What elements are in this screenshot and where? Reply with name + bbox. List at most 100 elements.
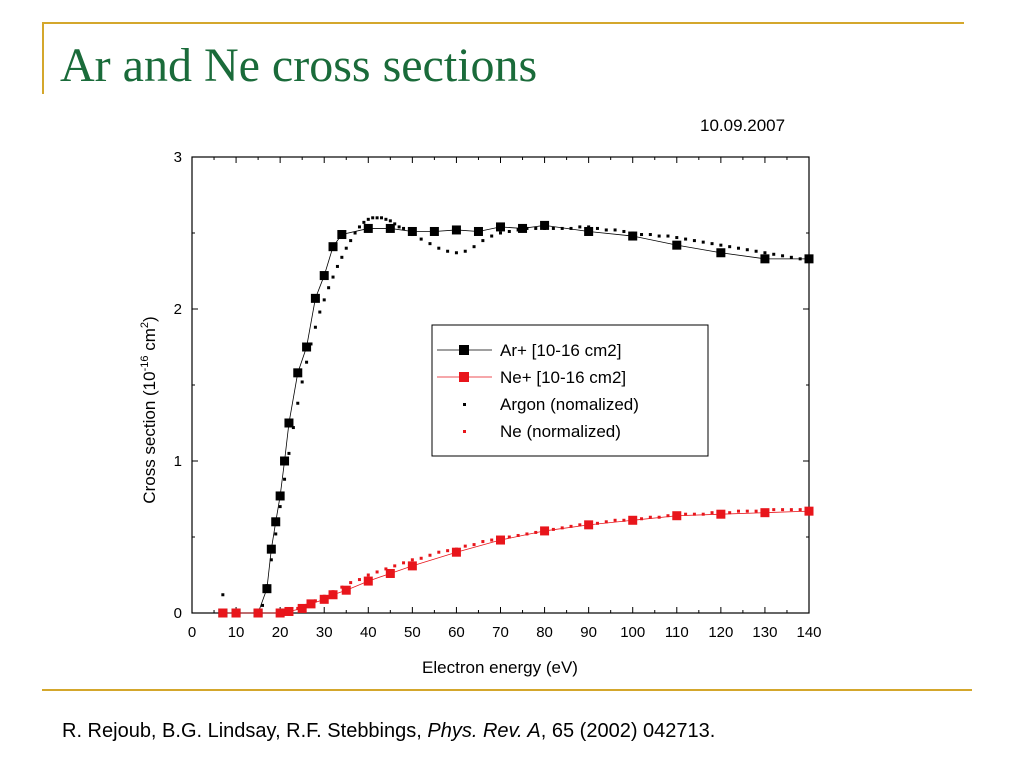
data-point-square <box>804 506 814 516</box>
x-tick-label: 50 <box>404 624 421 641</box>
data-point-square <box>451 225 461 235</box>
data-point-dot <box>754 509 758 513</box>
data-point-square <box>319 271 329 281</box>
data-point-dot <box>587 225 591 229</box>
legend-item-argon-normalized: Argon (nomalized) <box>463 395 639 414</box>
data-point-dot <box>507 229 511 233</box>
data-point-square <box>804 254 814 264</box>
data-point-dot <box>772 252 776 256</box>
data-point-dot <box>446 549 450 553</box>
legend-ne-plus-marker <box>459 372 469 382</box>
y-axis-label-exponent: -16 <box>139 356 151 372</box>
legend-ne-marker <box>463 430 466 433</box>
data-point-dot <box>375 216 379 220</box>
x-axis-label: Electron energy (eV) <box>422 658 578 677</box>
data-point-square <box>280 456 290 466</box>
data-point-square <box>306 599 316 609</box>
data-point-square <box>328 590 338 600</box>
x-tick-label: 100 <box>620 624 645 641</box>
data-point-square <box>496 535 505 545</box>
data-point-dot <box>472 543 476 547</box>
data-point-square <box>363 576 373 586</box>
data-point-square <box>341 585 351 595</box>
data-point-dot <box>490 538 494 542</box>
citation-journal: Phys. Rev. A <box>427 720 541 742</box>
data-point-square <box>363 223 373 233</box>
axis-ticks: 0 10 20 30 40 50 60 70 80 90 100 110 120 130 140 0 1 2 3 <box>174 149 822 641</box>
x-tick-label: 120 <box>708 624 733 641</box>
data-point-square <box>716 248 726 258</box>
y-axis-label-exponent-2: 2 <box>139 322 151 328</box>
data-point-dot <box>499 231 502 235</box>
data-point-square <box>284 418 294 428</box>
data-point-square <box>231 608 241 618</box>
data-point-square <box>429 226 439 236</box>
data-point-dot <box>278 505 282 509</box>
data-point-dot <box>384 217 388 221</box>
y-axis-label-unit: cm <box>140 328 159 355</box>
data-point-square <box>385 568 395 578</box>
data-point-dot <box>534 226 538 230</box>
data-point-dot <box>622 518 626 522</box>
data-point-square <box>337 230 347 240</box>
series-3 <box>278 508 811 615</box>
data-point-square <box>672 511 682 521</box>
data-point-dot <box>428 553 432 557</box>
y-axis-label-end: ) <box>140 316 159 322</box>
data-point-square <box>407 226 417 236</box>
data-point-dot <box>349 581 353 585</box>
slide-date: 10.09.2007 <box>700 116 786 135</box>
data-point-dot <box>692 239 696 243</box>
data-point-square <box>716 509 726 519</box>
data-point-dot <box>754 249 758 253</box>
data-point-dot <box>261 603 265 607</box>
data-point-dot <box>560 526 564 530</box>
data-point-dot <box>789 508 793 512</box>
data-point-dot <box>375 570 379 574</box>
data-point-square <box>451 547 461 557</box>
data-point-dot <box>269 558 273 562</box>
data-point-square <box>310 293 320 303</box>
data-point-dot <box>710 242 714 246</box>
data-point-dot <box>287 451 291 455</box>
data-point-dot <box>221 593 225 597</box>
data-point-square <box>262 584 272 594</box>
frame-left-rule <box>42 22 44 94</box>
data-point-dot <box>772 508 776 512</box>
data-point-dot <box>613 228 617 232</box>
data-point-dot <box>388 219 392 223</box>
data-point-dot <box>349 239 353 243</box>
data-point-dot <box>419 237 423 241</box>
data-point-dot <box>578 225 582 229</box>
data-point-dot <box>798 508 802 512</box>
data-point-dot <box>380 216 384 220</box>
data-point-dot <box>789 255 793 259</box>
data-point-dot <box>728 511 732 515</box>
y-tick-label: 3 <box>174 149 182 166</box>
y-axis-label: Cross section (10-16 cm2) <box>139 316 159 503</box>
legend-argon-marker <box>463 403 466 406</box>
data-point-square <box>672 240 682 250</box>
data-point-dot <box>446 249 450 253</box>
data-point-square <box>275 608 285 618</box>
data-point-dot <box>736 509 740 513</box>
x-tick-label: 20 <box>272 624 289 641</box>
x-tick-label: 140 <box>796 624 821 641</box>
cross-section-chart: 0 10 20 30 40 50 60 70 80 90 100 110 120 130 140 0 1 2 3 E… <box>139 149 822 677</box>
data-point-square <box>385 223 395 233</box>
data-point-dot <box>648 233 652 237</box>
data-point-dot <box>397 225 401 229</box>
data-point-dot <box>781 508 785 512</box>
data-point-square <box>218 608 228 618</box>
data-point-dot <box>296 401 300 405</box>
data-point-dot <box>666 234 670 238</box>
data-point-square <box>473 226 483 236</box>
data-point-dot <box>428 242 432 246</box>
legend-item-ne-normalized: Ne (normalized) <box>463 422 621 441</box>
data-point-dot <box>481 540 485 544</box>
legend-box <box>431 324 709 457</box>
data-point-dot <box>300 380 304 384</box>
data-point-square <box>253 608 263 618</box>
data-point-dot <box>393 564 397 568</box>
data-point-dot <box>353 231 357 235</box>
